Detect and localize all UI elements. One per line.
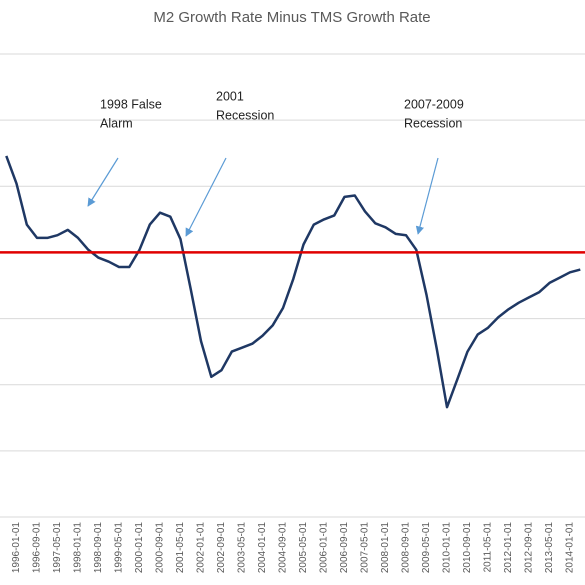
x-tick-label: 2007-05-01	[360, 522, 371, 574]
annotation: Recession	[404, 116, 462, 130]
annotation: Alarm	[100, 116, 133, 130]
x-tick-label: 1997-05-01	[52, 522, 63, 574]
annotation: 1998 False	[100, 97, 162, 111]
x-tick-label: 2004-09-01	[278, 522, 289, 574]
annotation-arrow	[415, 157, 439, 235]
x-tick-label: 2013-05-01	[544, 522, 555, 574]
x-tick-label: 2010-09-01	[462, 522, 473, 574]
annotation-arrow	[185, 157, 227, 237]
x-tick-label: 1998-01-01	[73, 522, 84, 574]
x-tick-label: 2001-05-01	[175, 522, 186, 574]
annotation-arrows	[87, 157, 439, 237]
x-tick-label: 2006-09-01	[339, 522, 350, 574]
x-tick-label: 2008-01-01	[380, 522, 391, 574]
x-tick-label: 2004-01-01	[257, 522, 268, 574]
chart-title: M2 Growth Rate Minus TMS Growth Rate	[153, 9, 430, 26]
x-tick-label: 1998-09-01	[93, 522, 104, 574]
x-tick-label: 1999-05-01	[114, 522, 125, 574]
x-tick-label: 2003-05-01	[237, 522, 248, 574]
x-tick-label: 2012-09-01	[524, 522, 535, 574]
x-tick-label: 2014-01-01	[565, 522, 576, 574]
x-tick-label: 2005-05-01	[298, 522, 309, 574]
data-line	[5, 155, 581, 409]
x-tick-label: 2008-09-01	[401, 522, 412, 574]
x-tick-label: 2012-01-01	[503, 522, 514, 574]
x-tick-label: 2002-01-01	[196, 522, 207, 574]
x-tick-label: 2011-05-01	[483, 522, 494, 573]
x-tick-label: 2009-05-01	[421, 522, 432, 574]
x-tick-label: 1996-01-01	[11, 522, 22, 574]
x-tick-label: 1996-09-01	[32, 522, 43, 574]
x-tick-label: 2010-01-01	[442, 522, 453, 574]
annotation: 2001	[216, 89, 244, 103]
x-tick-label: 2000-01-01	[134, 522, 145, 574]
x-tick-label: 2006-01-01	[319, 522, 330, 574]
annotation-arrow	[87, 157, 119, 207]
x-tick-label: 2002-09-01	[216, 522, 227, 574]
annotation: Recession	[216, 108, 274, 122]
annotation: 2007-2009	[404, 97, 464, 111]
x-tick-label: 2000-09-01	[155, 522, 166, 574]
grid	[0, 53, 585, 518]
